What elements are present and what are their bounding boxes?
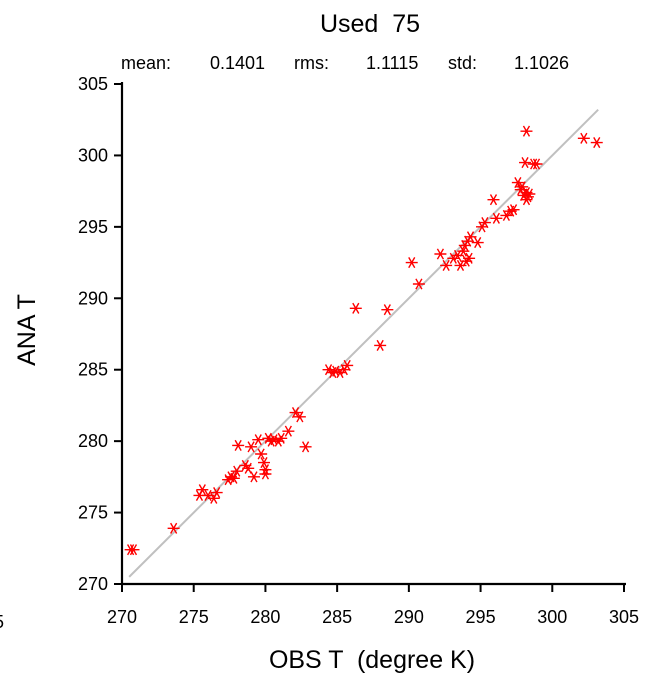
data-point (523, 188, 536, 200)
data-point (232, 439, 245, 451)
data-point (516, 181, 529, 193)
y-tick-label: 275 (78, 503, 108, 523)
data-point (167, 522, 180, 534)
data-point (210, 487, 223, 499)
data-point (349, 302, 362, 314)
fit-line-layer (128, 109, 599, 578)
y-tick-label: 305 (78, 74, 108, 94)
data-point (519, 157, 532, 169)
x-tick-label: 305 (609, 607, 639, 627)
y-tick-label: 300 (78, 145, 108, 165)
data-point (259, 464, 272, 476)
data-point (463, 252, 476, 264)
data-point (577, 132, 590, 144)
data-point (230, 465, 243, 477)
data-point (289, 407, 302, 419)
data-point (381, 304, 394, 316)
chart-title: Used 75 (320, 10, 420, 38)
y-axis-label: ANA T (13, 294, 41, 366)
x-axis-label: OBS T (degree K) (269, 646, 475, 674)
data-point (374, 339, 387, 351)
data-point (500, 209, 513, 221)
data-point (275, 432, 288, 444)
data-point (341, 359, 354, 371)
data-point (252, 434, 265, 446)
data-point (257, 457, 270, 469)
data-point (464, 231, 477, 243)
data-point (299, 441, 312, 453)
stat-std-value: 1.1026 (514, 53, 569, 73)
data-point (196, 484, 209, 496)
data-point (412, 278, 425, 290)
x-tick-label: 270 (107, 607, 137, 627)
y-tick-label: 280 (78, 431, 108, 451)
points-layer (124, 125, 603, 556)
x-tick-label: 275 (179, 607, 209, 627)
data-point (227, 472, 240, 484)
data-point (434, 248, 447, 260)
x-tick-label: 290 (394, 607, 424, 627)
data-point (471, 237, 484, 249)
y-tick-label: 285 (78, 360, 108, 380)
stat-rms-value: 1.1115 (366, 53, 418, 73)
data-point (530, 158, 543, 170)
stat-mean-value: 0.1401 (210, 53, 265, 73)
data-point (259, 468, 272, 480)
stat-std-label: std: (448, 53, 477, 73)
x-tick-label: 280 (250, 607, 280, 627)
data-point (293, 411, 306, 423)
x-tick-label: 300 (537, 607, 567, 627)
data-point (405, 257, 418, 269)
stat-mean-label: mean: (121, 53, 171, 73)
data-point (490, 212, 503, 224)
data-point (247, 471, 260, 483)
data-point (255, 448, 268, 460)
data-point (478, 217, 491, 229)
y-tick-label: 295 (78, 217, 108, 237)
x-ticks-layer: 270 275 280 285 290 295 300 305 (107, 584, 639, 627)
x-tick-label: 285 (322, 607, 352, 627)
data-point (507, 204, 520, 216)
y-tick-label: 270 (78, 574, 108, 594)
y-tick-label: 290 (78, 288, 108, 308)
data-point (520, 125, 533, 137)
edge-tick-label: 5 (0, 612, 4, 632)
data-point (127, 544, 140, 556)
stat-rms-label: rms: (294, 53, 329, 73)
data-point (282, 425, 295, 437)
y-ticks-layer: 270 275 280 285 290 295 300 305 (78, 74, 122, 594)
data-point (245, 441, 258, 453)
x-tick-label: 295 (466, 607, 496, 627)
data-point (590, 137, 603, 149)
data-point (511, 177, 524, 189)
data-point (440, 259, 453, 271)
fit-line (128, 109, 599, 578)
data-point (487, 194, 500, 206)
data-point (242, 462, 255, 474)
